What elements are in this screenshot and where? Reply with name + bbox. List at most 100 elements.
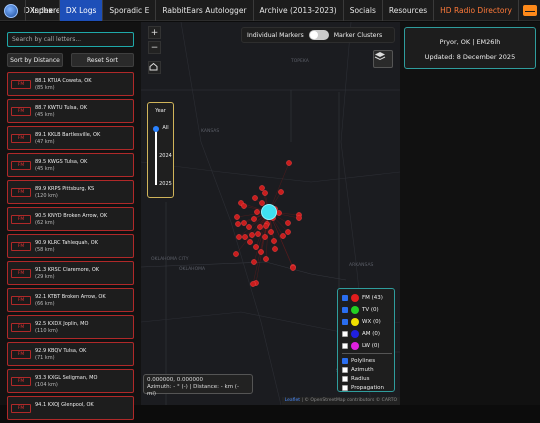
station-marker[interactable]	[258, 249, 264, 255]
layers-button[interactable]	[373, 50, 393, 68]
station-marker[interactable]	[241, 203, 247, 209]
radius-checkbox[interactable]	[342, 375, 348, 382]
brand[interactable]: DXsphere	[4, 2, 60, 19]
zoom-in-button[interactable]: +	[148, 26, 161, 39]
map-view[interactable]: TOPEKA KANSAS OKLAHOMA CITY OKLAHOMA ARK…	[141, 22, 400, 405]
reset-sort-button[interactable]: Reset Sort	[71, 53, 134, 67]
azimuth-checkbox[interactable]	[342, 366, 348, 373]
marker-mode-toggle[interactable]: Individual Markers Marker Clusters	[241, 27, 395, 43]
station-marker[interactable]	[234, 214, 240, 220]
station-marker[interactable]	[259, 200, 265, 206]
station-name: 88.7 KWTU Tulsa, OK	[35, 105, 87, 111]
list-item[interactable]: FM 94.1 KXOJ Glenpool, OK	[7, 396, 134, 420]
list-item[interactable]: FM 90.9 KLRC Tahlequah, OK (58 km)	[7, 234, 134, 258]
list-item[interactable]: FM 92.5 KXDX Joplin, MO (110 km)	[7, 315, 134, 339]
option-azimuth[interactable]: Azimuth	[342, 365, 374, 374]
nav-link-sporadic-e[interactable]: Sporadic E	[102, 0, 155, 21]
station-marker[interactable]	[263, 223, 269, 229]
toggle-switch[interactable]	[308, 30, 329, 40]
station-marker[interactable]	[252, 195, 258, 201]
station-marker[interactable]	[285, 229, 291, 235]
search-input[interactable]	[7, 32, 134, 47]
am-color-dot	[351, 329, 359, 338]
am-checkbox[interactable]	[342, 330, 348, 337]
propagation-checkbox[interactable]	[342, 384, 348, 391]
station-marker[interactable]	[285, 220, 291, 226]
nav-link-hd-radio[interactable]: HD Radio Directory	[433, 0, 518, 21]
station-marker[interactable]	[253, 244, 259, 250]
legend-row-am[interactable]: AM (0)	[342, 329, 380, 338]
list-item[interactable]: FM 88.1 KTUA Coweta, OK (85 km)	[7, 72, 134, 96]
mail-button[interactable]	[518, 0, 540, 21]
option-propagation[interactable]: Propagation	[342, 383, 384, 392]
station-marker[interactable]	[251, 259, 257, 265]
station-marker[interactable]	[233, 251, 239, 257]
station-marker[interactable]	[296, 215, 302, 221]
station-marker[interactable]	[263, 256, 269, 262]
option-radius[interactable]: Radius	[342, 374, 369, 383]
station-marker[interactable]	[259, 185, 265, 191]
year-option-2024[interactable]: 2024	[159, 153, 172, 159]
map-canvas[interactable]: TOPEKA KANSAS OKLAHOMA CITY OKLAHOMA ARK…	[141, 22, 400, 405]
list-item[interactable]: FM 92.1 KTBT Broken Arrow, OK (66 km)	[7, 288, 134, 312]
list-item[interactable]: FM 88.7 KWTU Tulsa, OK (45 km)	[7, 99, 134, 123]
station-marker[interactable]	[276, 210, 282, 216]
lw-checkbox[interactable]	[342, 342, 348, 349]
station-marker[interactable]	[255, 231, 261, 237]
polylines-checkbox[interactable]	[342, 357, 348, 364]
list-item[interactable]: FM 89.1 KKLB Bartlesville, OK (47 km)	[7, 126, 134, 150]
nav-link-index[interactable]: Index	[25, 0, 59, 21]
station-marker[interactable]	[242, 234, 248, 240]
option-label-azimuth: Azimuth	[351, 366, 374, 373]
station-marker[interactable]	[271, 238, 277, 244]
station-marker[interactable]	[278, 189, 284, 195]
sort-by-distance-button[interactable]: Sort by Distance	[7, 53, 63, 67]
legend-row-lw[interactable]: LW (0)	[342, 341, 380, 350]
wx-checkbox[interactable]	[342, 318, 348, 325]
legend-row-tv[interactable]: TV (0)	[342, 305, 379, 314]
top-nav: DXsphere Index DX Logs Sporadic E Rabbit…	[0, 0, 540, 21]
station-marker[interactable]	[272, 246, 278, 252]
list-item[interactable]: FM 89.5 KWGS Tulsa, OK (45 km)	[7, 153, 134, 177]
list-item[interactable]: FM 92.9 KBQV Tulsa, OK (71 km)	[7, 342, 134, 366]
list-item[interactable]: FM 91.3 KRSC Claremore, OK (29 km)	[7, 261, 134, 285]
nav-link-socials[interactable]: Socials	[342, 0, 382, 21]
station-marker[interactable]	[290, 265, 296, 271]
fm-checkbox[interactable]	[342, 294, 348, 301]
year-slider-handle[interactable]	[153, 126, 159, 132]
year-option-all[interactable]: All	[162, 125, 169, 131]
station-marker[interactable]	[280, 233, 286, 239]
leaflet-link[interactable]: Leaflet	[284, 398, 301, 403]
station-marker[interactable]	[268, 229, 274, 235]
legend-row-fm[interactable]: FM (43)	[342, 293, 383, 302]
station-marker[interactable]	[246, 224, 252, 230]
home-location-marker[interactable]	[261, 204, 277, 220]
year-option-2025[interactable]: 2025	[159, 181, 172, 187]
legend-row-wx[interactable]: WX (0)	[342, 317, 381, 326]
station-marker[interactable]	[262, 234, 268, 240]
nav-link-rabbitears[interactable]: RabbitEars Autologger	[155, 0, 252, 21]
tv-checkbox[interactable]	[342, 306, 348, 313]
station-marker[interactable]	[250, 281, 256, 287]
nav-link-resources[interactable]: Resources	[381, 0, 433, 21]
station-marker[interactable]	[257, 224, 263, 230]
station-marker[interactable]	[235, 221, 241, 227]
list-item[interactable]: FM 93.3 KXGL Seligman, MO (104 km)	[7, 369, 134, 393]
zoom-out-button[interactable]: −	[148, 41, 161, 54]
year-slider-track[interactable]	[155, 128, 157, 185]
list-item[interactable]: FM 90.5 KNYD Broken Arrow, OK (62 km)	[7, 207, 134, 231]
home-button[interactable]	[148, 61, 161, 74]
station-marker[interactable]	[249, 232, 255, 238]
station-distance: (66 km)	[35, 301, 55, 307]
nav-link-dx-logs[interactable]: DX Logs	[58, 0, 103, 21]
station-marker[interactable]	[262, 190, 268, 196]
station-marker[interactable]	[286, 160, 292, 166]
nav-link-archive[interactable]: Archive (2013-2023)	[252, 0, 343, 21]
station-marker[interactable]	[251, 216, 257, 222]
station-marker[interactable]	[241, 220, 247, 226]
station-marker[interactable]	[247, 239, 253, 245]
station-marker[interactable]	[254, 209, 260, 215]
list-item[interactable]: FM 89.9 KRPS Pittsburg, KS (120 km)	[7, 180, 134, 204]
station-marker[interactable]	[236, 234, 242, 240]
option-polylines[interactable]: Polylines	[342, 356, 375, 365]
